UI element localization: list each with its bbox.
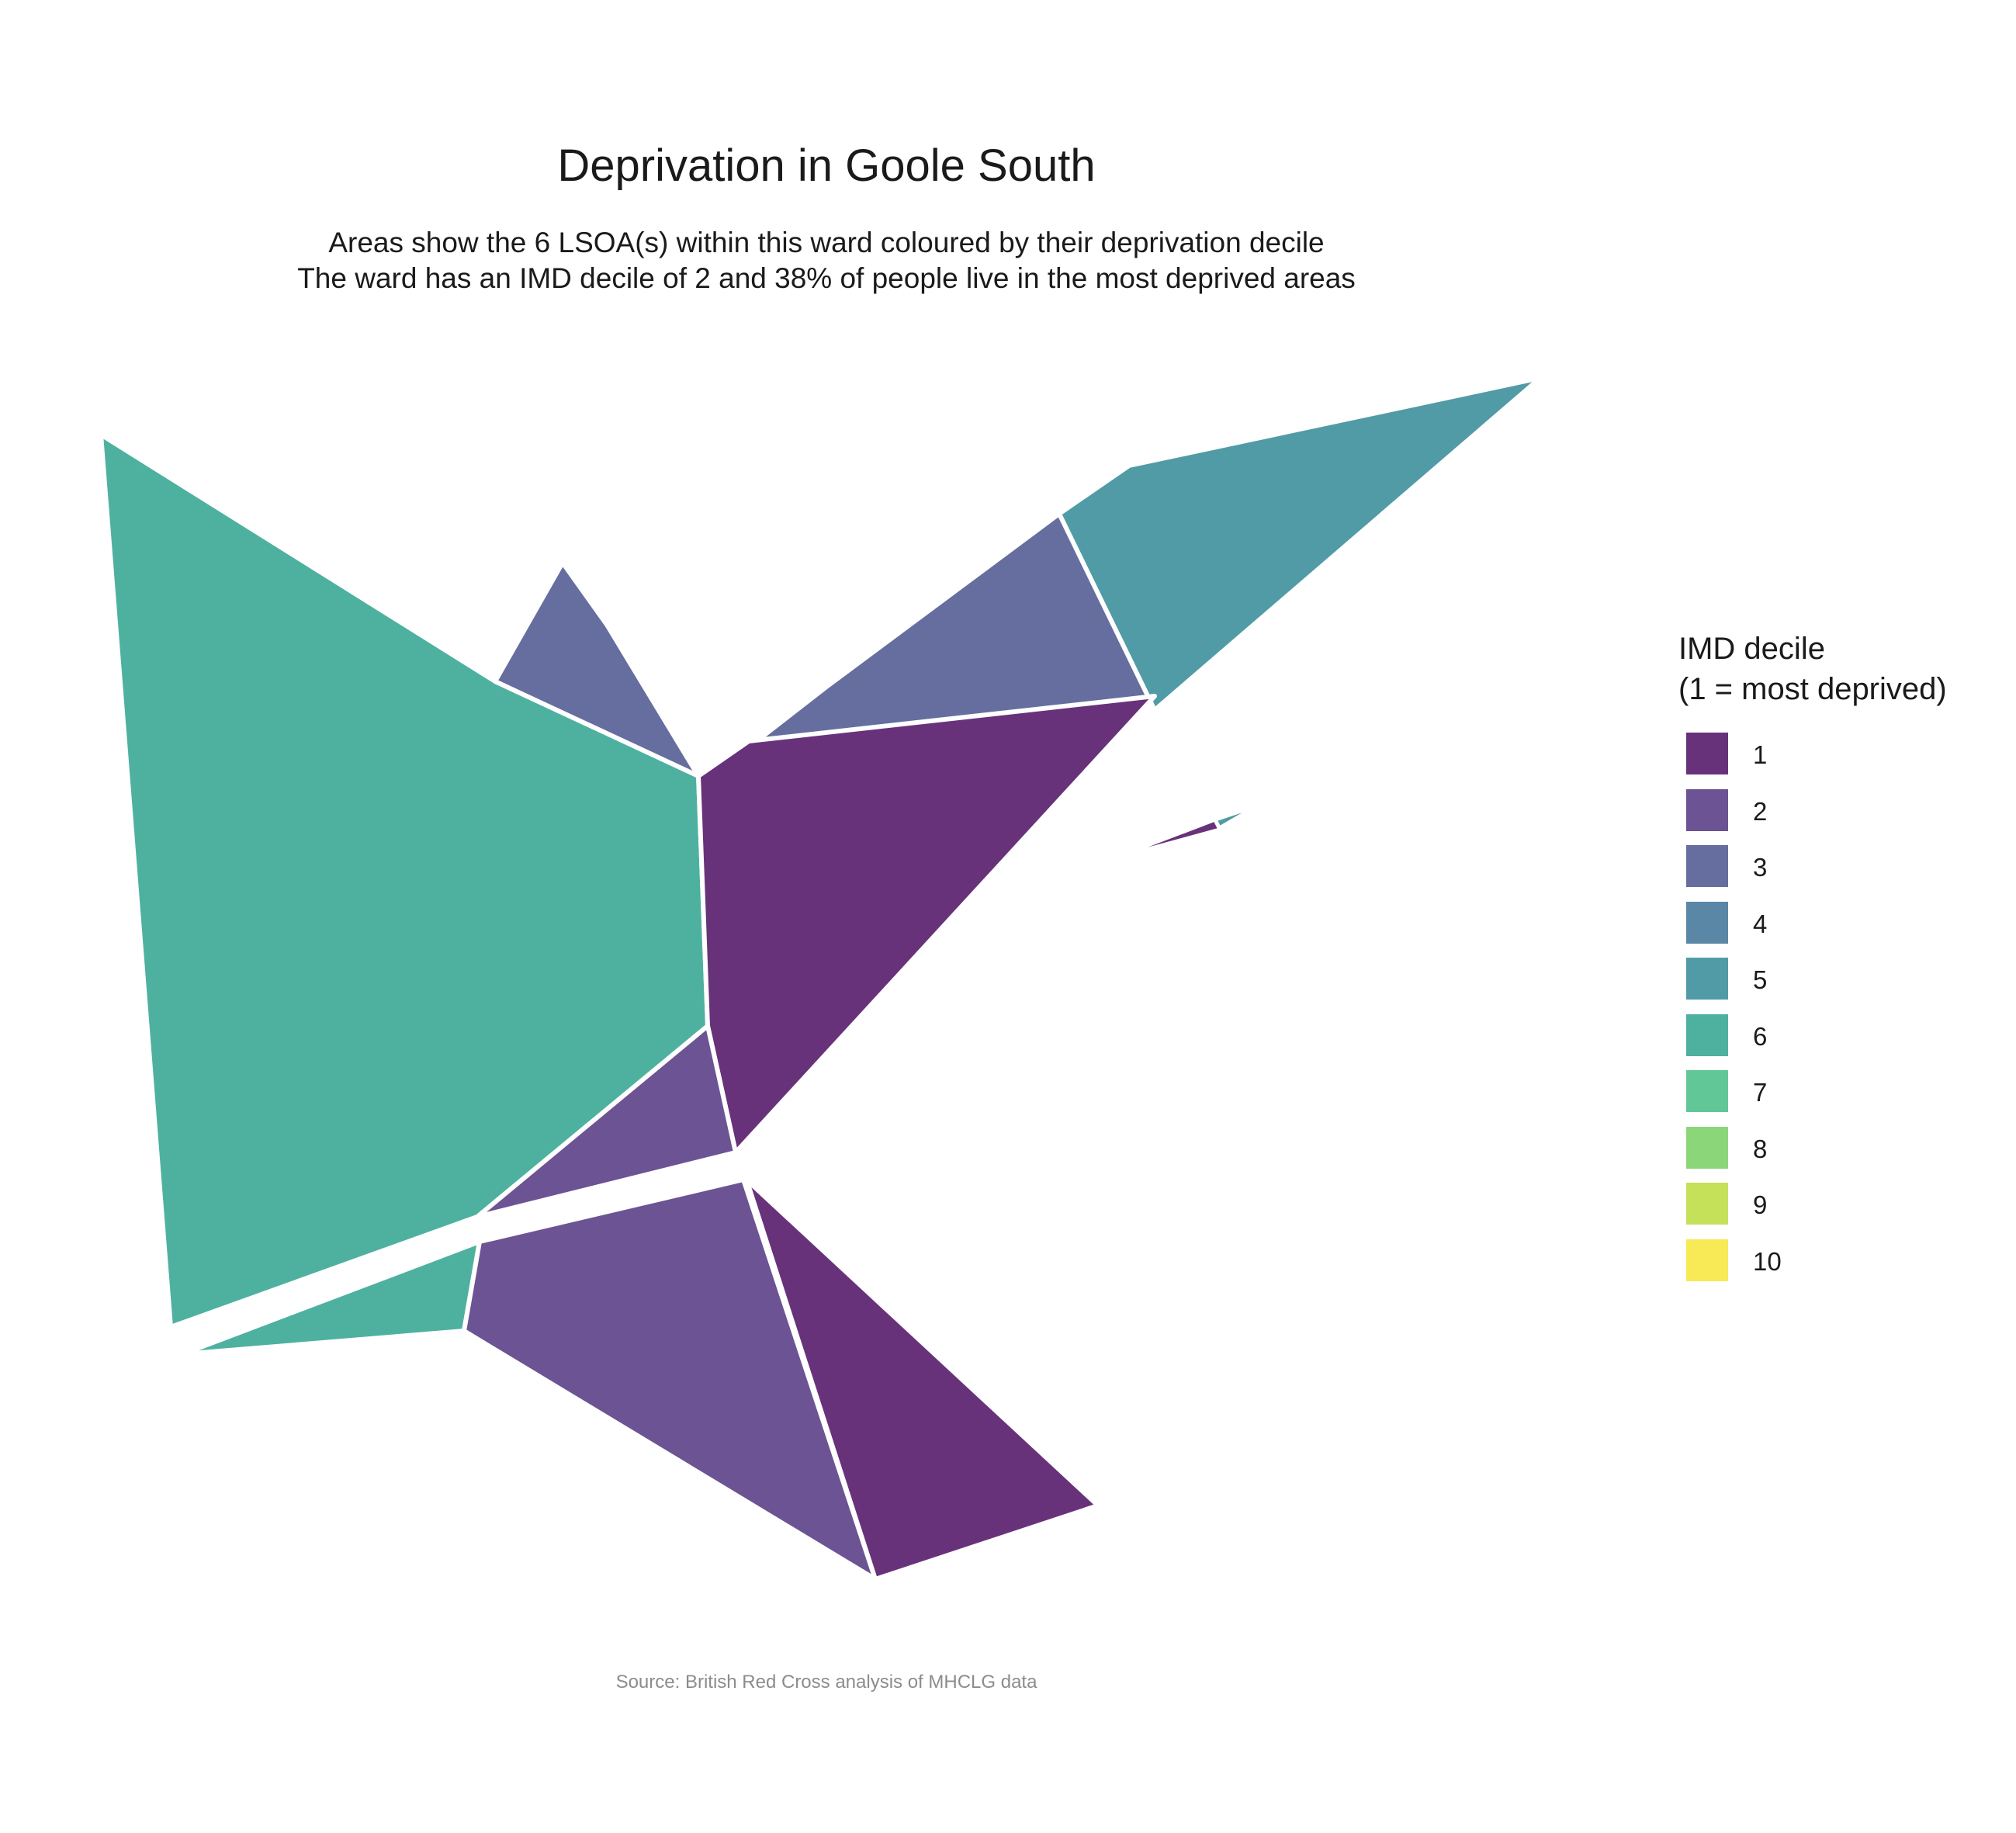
legend-item-9: 9 bbox=[1678, 1183, 2004, 1239]
legend-item-6: 6 bbox=[1678, 1014, 2004, 1071]
lsoa-central-south bbox=[475, 1024, 738, 1219]
chart-subtitle-line1: Areas show the 6 LSOA(s) within this war… bbox=[328, 227, 1325, 258]
legend-key-swatch bbox=[1686, 1126, 1728, 1169]
legend-title-line2: (1 = most deprived) bbox=[1678, 672, 1947, 706]
legend-key-swatch bbox=[1686, 1014, 1728, 1056]
legend-label: 1 bbox=[1753, 740, 1768, 769]
legend-item-4: 4 bbox=[1678, 901, 2004, 958]
legend-key-swatch bbox=[1686, 1239, 1728, 1281]
legend-item-3: 3 bbox=[1678, 845, 2004, 902]
legend-key-swatch bbox=[1686, 958, 1728, 1000]
legend-label: 7 bbox=[1753, 1078, 1768, 1107]
lsoa-west-large bbox=[99, 432, 710, 1329]
legend-label: 10 bbox=[1753, 1246, 1782, 1276]
source-caption: Source: British Red Cross analysis of MH… bbox=[615, 1672, 1037, 1693]
legend: IMD decile (1 = most deprived) 1 2 3 4 5 6 7 8 9… bbox=[1678, 629, 2004, 1295]
legend-key-swatch bbox=[1686, 1183, 1728, 1225]
lsoa-sliver-east-tip bbox=[1216, 809, 1250, 827]
legend-key-swatch bbox=[1686, 1070, 1728, 1112]
legend-label: 5 bbox=[1753, 965, 1768, 994]
lsoa-central bbox=[696, 694, 1157, 1155]
legend-key-swatch bbox=[1686, 788, 1728, 831]
legend-item-7: 7 bbox=[1678, 1070, 2004, 1127]
chart-subtitle-line2: The ward has an IMD decile of 2 and 38% … bbox=[297, 262, 1356, 294]
legend-item-2: 2 bbox=[1678, 788, 2004, 846]
legend-label: 6 bbox=[1753, 1021, 1768, 1051]
lsoa-far-north-east bbox=[1057, 376, 1543, 712]
lsoa-north-spike bbox=[493, 560, 701, 778]
legend-label: 2 bbox=[1753, 796, 1768, 826]
legend-key-swatch bbox=[1686, 733, 1728, 774]
legend-item-1: 1 bbox=[1678, 733, 2004, 789]
legend-label: 4 bbox=[1753, 909, 1768, 938]
legend-item-5: 5 bbox=[1678, 958, 2004, 1014]
legend-item-8: 8 bbox=[1678, 1126, 2004, 1183]
ward-map bbox=[99, 376, 1543, 1582]
chart-title: Deprivation in Goole South bbox=[557, 140, 1096, 191]
legend-label: 9 bbox=[1753, 1190, 1768, 1219]
legend-item-10: 10 bbox=[1678, 1239, 2004, 1296]
legend-label: 3 bbox=[1753, 853, 1768, 882]
legend-title-line1: IMD decile bbox=[1678, 632, 1825, 666]
legend-items: 1 2 3 4 5 6 7 8 9 10 bbox=[1678, 733, 2004, 1295]
lsoa-south-east bbox=[744, 1177, 1100, 1582]
legend-label: 8 bbox=[1753, 1134, 1768, 1163]
legend-key-swatch bbox=[1686, 845, 1728, 887]
lsoa-sliver-east bbox=[1132, 820, 1219, 853]
legend-title: IMD decile (1 = most deprived) bbox=[1678, 629, 2004, 709]
legend-key-swatch bbox=[1686, 901, 1728, 944]
